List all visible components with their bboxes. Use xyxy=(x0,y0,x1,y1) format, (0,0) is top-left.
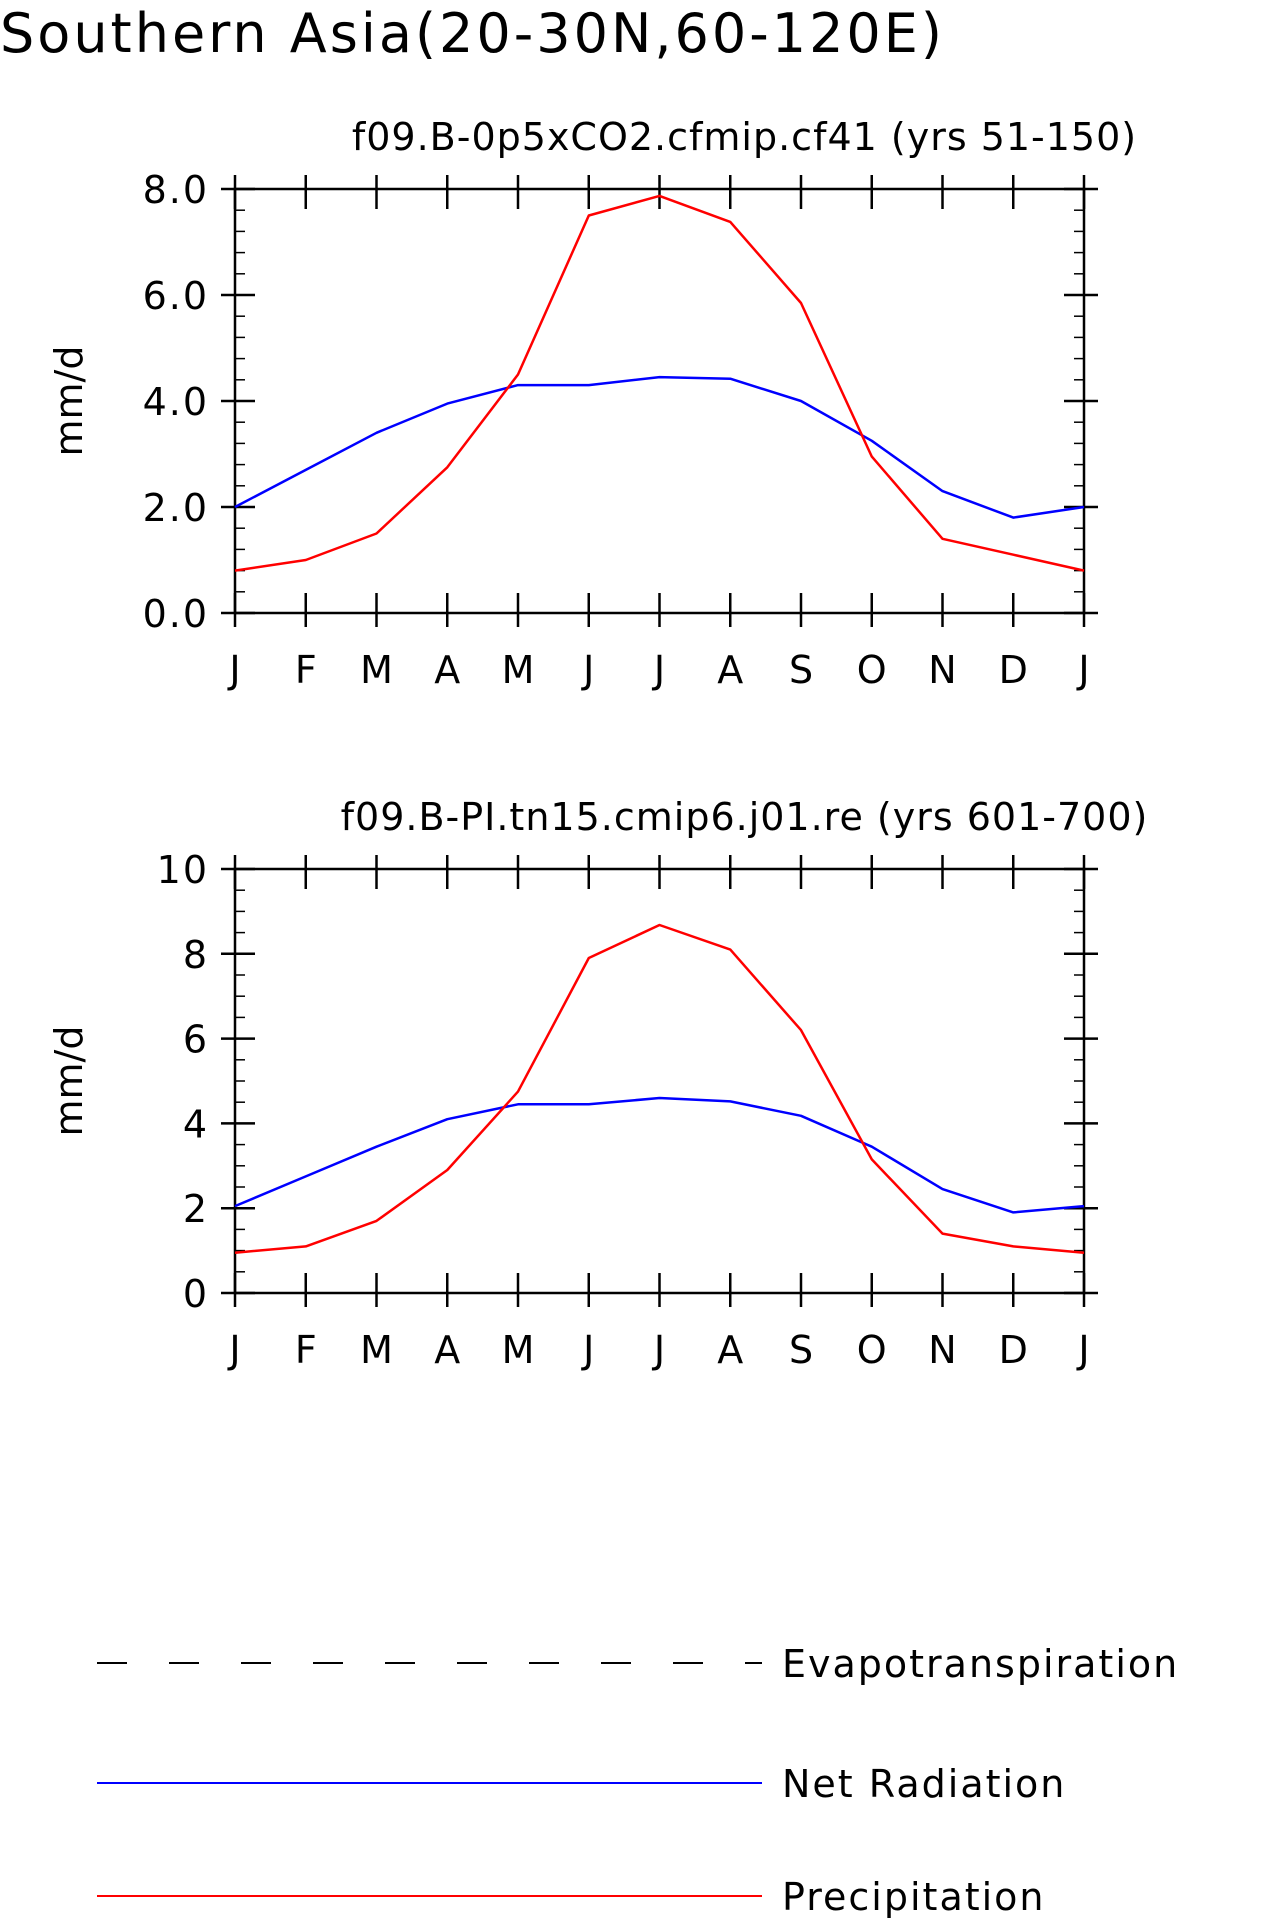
series-line-net-radiation xyxy=(234,1096,1085,1214)
legend-label-precipitation: Precipitation xyxy=(782,1875,1046,1919)
x-tick-label: J xyxy=(581,1328,594,1372)
x-tick-label: J xyxy=(1076,648,1089,692)
x-tick-label: M xyxy=(502,1328,535,1372)
y-tick-label: 2 xyxy=(183,1187,209,1231)
x-tick-label: J xyxy=(652,1328,665,1372)
plot-frame xyxy=(233,187,1086,615)
x-tick-label: A xyxy=(434,648,460,692)
y-tick-label: 4 xyxy=(183,1102,209,1146)
legend-label-net-radiation: Net Radiation xyxy=(782,1762,1066,1806)
x-tick-label: S xyxy=(789,648,813,692)
chart-title: f09.B-0p5xCO2.cfmip.cf41 (yrs 51-150) xyxy=(352,115,1137,159)
x-tick-label: O xyxy=(857,1328,887,1372)
series-line-net-radiation xyxy=(234,375,1085,519)
y-tick-label: 10 xyxy=(157,848,209,892)
x-tick-label: A xyxy=(717,648,743,692)
y-tick-label: 0.0 xyxy=(143,592,209,636)
x-tick-label: D xyxy=(999,648,1028,692)
y-tick-label: 8.0 xyxy=(143,168,209,212)
x-tick-label: A xyxy=(717,1328,743,1372)
x-tick-label: M xyxy=(360,1328,393,1372)
y-axis-label: mm/d xyxy=(47,346,91,457)
x-tick-label: O xyxy=(857,648,887,692)
x-tick-label: J xyxy=(227,648,240,692)
x-tick-label: F xyxy=(295,1328,317,1372)
x-tick-label: N xyxy=(928,648,956,692)
chart-panel-1: f09.B-0p5xCO2.cfmip.cf41 (yrs 51-150) mm/… xyxy=(47,115,1137,692)
series-line-precipitation xyxy=(234,923,1085,1254)
x-tick-label: A xyxy=(434,1328,460,1372)
y-tick-label: 6 xyxy=(183,1018,209,1062)
x-tick-label: N xyxy=(928,1328,956,1372)
y-tick-label: 0 xyxy=(183,1272,209,1316)
x-tick-label: D xyxy=(999,1328,1028,1372)
x-tick-label: J xyxy=(581,648,594,692)
figure-title: Southern Asia(20-30N,60-120E) xyxy=(0,2,945,65)
x-tick-label: J xyxy=(227,1328,240,1372)
x-tick-label: J xyxy=(652,648,665,692)
chart-title: f09.B-PI.tn15.cmip6.j01.re (yrs 601-700) xyxy=(341,795,1149,839)
y-tick-label: 2.0 xyxy=(143,486,209,530)
y-tick-label: 4.0 xyxy=(143,380,209,424)
chart-panel-2: f09.B-PI.tn15.cmip6.j01.re (yrs 601-700)… xyxy=(47,795,1149,1372)
x-tick-label: M xyxy=(360,648,393,692)
plot-frame xyxy=(233,867,1086,1295)
y-tick-label: 6.0 xyxy=(143,274,209,318)
y-tick-label: 8 xyxy=(183,933,209,977)
y-axis-label: mm/d xyxy=(47,1026,91,1137)
series-line-precipitation xyxy=(234,194,1085,572)
legend: Evapotranspiration Net Radiation Precipita… xyxy=(97,1642,1179,1919)
x-tick-label: M xyxy=(502,648,535,692)
legend-label-evapotranspiration: Evapotranspiration xyxy=(782,1642,1179,1686)
x-tick-label: J xyxy=(1076,1328,1089,1372)
x-tick-label: S xyxy=(789,1328,813,1372)
x-tick-label: F xyxy=(295,648,317,692)
